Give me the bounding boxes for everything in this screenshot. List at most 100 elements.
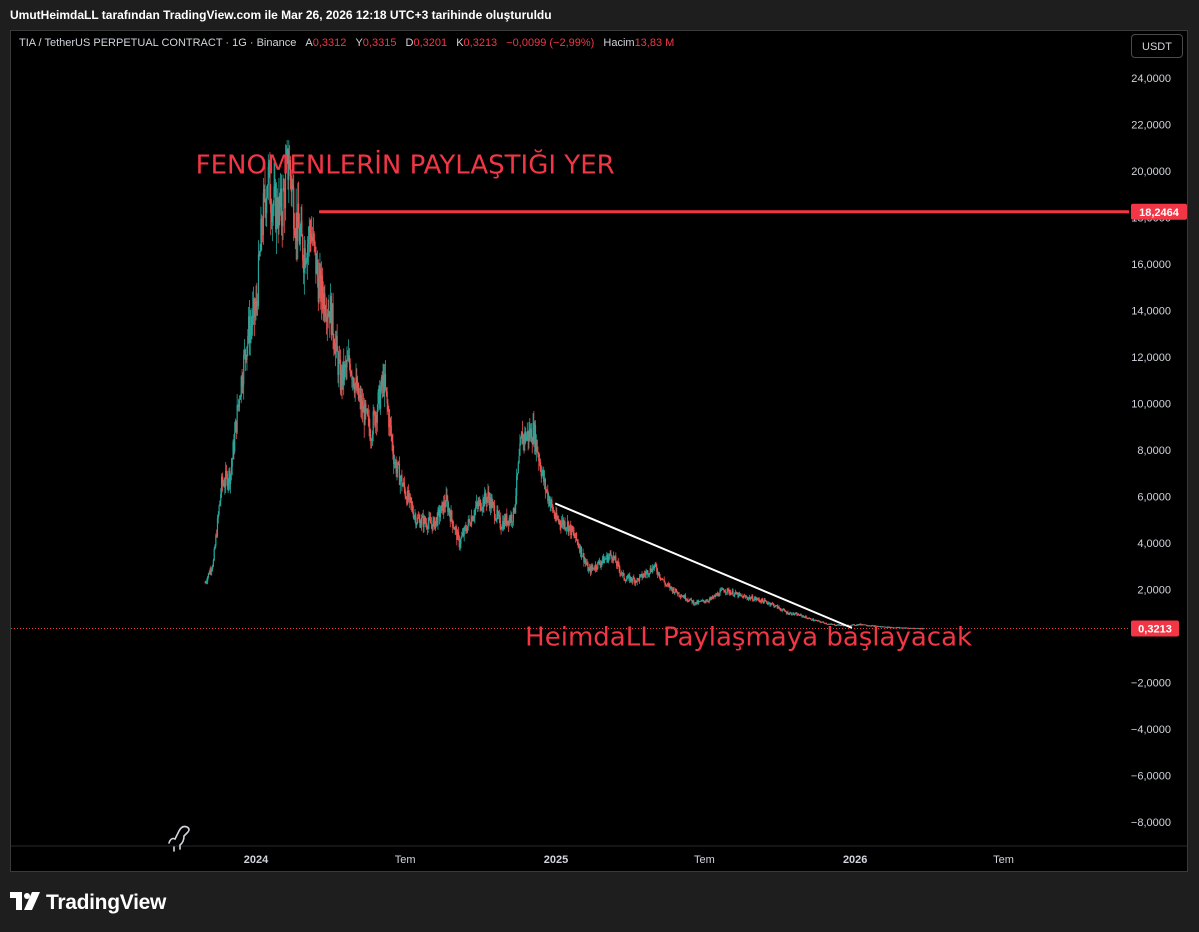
candle-body — [457, 532, 460, 537]
candle-body — [576, 539, 578, 542]
price-chart[interactable]: 24,000022,000020,000018,000016,000014,00… — [11, 31, 1188, 872]
candle-body — [534, 425, 536, 444]
candle-body — [481, 508, 483, 510]
candle-body — [520, 438, 522, 444]
candle-body — [464, 527, 466, 529]
candle-body — [575, 532, 577, 538]
candle-body — [911, 627, 914, 629]
candle-body — [816, 620, 819, 622]
candle-body — [827, 624, 829, 625]
x-tick-label: Tem — [694, 854, 715, 866]
candle-body — [411, 505, 414, 513]
candle-body — [334, 347, 336, 355]
candle-body — [802, 616, 805, 617]
candle-body — [271, 209, 273, 223]
candle-body — [722, 588, 724, 591]
candle-body — [290, 175, 292, 192]
candle-body — [765, 600, 767, 602]
candle-body — [385, 387, 387, 392]
candle-body — [906, 627, 908, 629]
candle-body — [250, 326, 252, 327]
currency-button[interactable]: USDT — [1131, 34, 1183, 58]
candle-body — [901, 627, 903, 629]
candle-body — [602, 556, 604, 562]
candle-body — [723, 590, 725, 592]
candle-body — [223, 483, 225, 487]
candle-body — [436, 517, 438, 525]
horizontal-level-tag — [1131, 203, 1187, 220]
candle-body — [748, 597, 750, 600]
candle-body — [574, 535, 576, 538]
candle-body — [841, 624, 843, 626]
candle-body — [660, 577, 662, 580]
candle-body — [416, 523, 418, 525]
candle-body — [902, 627, 905, 629]
candle-body — [716, 594, 718, 596]
candle-body — [861, 624, 863, 626]
candle-body — [506, 514, 508, 525]
candle-body — [838, 624, 840, 626]
close-value: 0,3213 — [463, 37, 498, 49]
candle-body — [761, 598, 763, 603]
candle-body — [279, 188, 282, 208]
candle-body — [315, 246, 317, 274]
candle-body — [867, 625, 869, 627]
candle-body — [800, 614, 802, 616]
candle-body — [263, 189, 265, 194]
candle-body — [297, 203, 299, 241]
candle-body — [357, 383, 360, 400]
candle-body — [219, 501, 221, 506]
candle-body — [776, 605, 778, 609]
candle-body — [750, 598, 752, 600]
candle-body — [893, 627, 895, 629]
candle-body — [249, 326, 251, 344]
candle-body — [621, 572, 623, 575]
candle-body — [823, 622, 825, 624]
candle-body — [507, 520, 509, 525]
y-tick-label: 24,0000 — [1131, 73, 1171, 85]
candle-body — [494, 518, 496, 521]
candle-body — [316, 259, 319, 276]
candle-body — [213, 549, 215, 561]
candle-body — [757, 598, 759, 600]
candle-body — [669, 585, 671, 589]
candle-body — [544, 479, 546, 490]
candle-body — [527, 431, 529, 441]
candle-body — [814, 620, 816, 621]
candle-body — [801, 614, 803, 617]
candle-body — [705, 601, 707, 603]
candle-body — [839, 624, 841, 626]
candle-body — [425, 522, 427, 524]
candle-body — [312, 233, 314, 241]
candle-body — [744, 595, 746, 597]
candle-body — [419, 518, 421, 528]
candle-body — [619, 568, 621, 574]
candle-body — [320, 269, 322, 302]
symbol-title[interactable]: TIA / TetherUS PERPETUAL CONTRACT · 1G ·… — [19, 37, 297, 49]
candle-body — [413, 515, 415, 518]
candle-body — [424, 517, 426, 523]
candle-body — [675, 589, 677, 593]
candle-body — [368, 416, 370, 428]
candle-body — [304, 248, 306, 267]
volume-label: Hacim — [603, 37, 635, 49]
candle-body — [634, 578, 636, 584]
candle-body — [737, 593, 739, 597]
trendline — [554, 502, 853, 629]
y-tick-label: 22,0000 — [1131, 120, 1171, 132]
candle-body — [284, 169, 287, 209]
candle-body — [575, 532, 578, 540]
candle-body — [677, 592, 679, 595]
candle-body — [679, 595, 681, 597]
candle-body — [692, 600, 694, 603]
candle-body — [743, 595, 746, 597]
candle-body — [465, 527, 467, 531]
candle-body — [655, 563, 657, 568]
candle-body — [810, 618, 812, 620]
candle-body — [543, 479, 546, 482]
candle-body — [682, 596, 684, 598]
chart-frame[interactable]: 24,000022,000020,000018,000016,000014,00… — [10, 30, 1188, 872]
candle-body — [518, 455, 520, 463]
candle-body — [602, 556, 605, 564]
symbol-legend: TIA / TetherUS PERPETUAL CONTRACT · 1G ·… — [19, 37, 674, 49]
